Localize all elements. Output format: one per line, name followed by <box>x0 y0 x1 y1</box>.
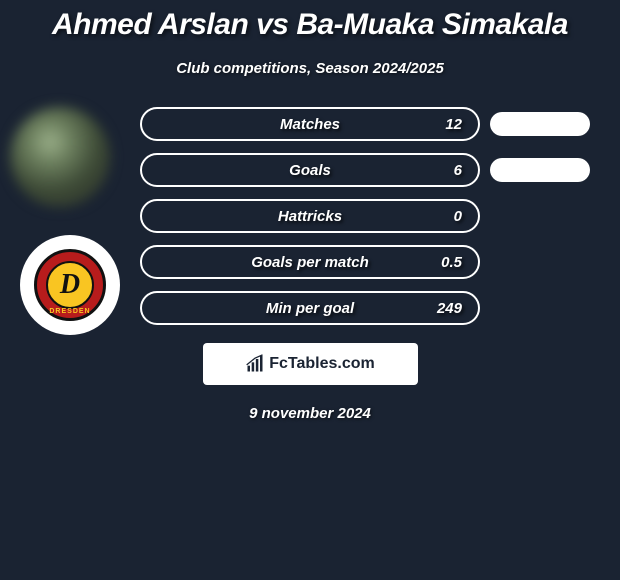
stat-pill-hattricks: Hattricks 0 <box>140 199 480 233</box>
date-text: 9 november 2024 <box>0 405 620 422</box>
player1-avatar <box>10 107 110 207</box>
page-title: Ahmed Arslan vs Ba-Muaka Simakala <box>0 0 620 42</box>
stat-pill-goals-per-match: Goals per match 0.5 <box>140 245 480 279</box>
stats-content: D DRESDEN Matches 12 Goals 6 Hattricks 0 <box>0 107 620 325</box>
right-pill <box>490 158 590 182</box>
stat-row: Hattricks 0 <box>140 199 590 233</box>
right-pill <box>490 112 590 136</box>
stat-label: Hattricks <box>278 208 342 225</box>
stat-row: Goals per match 0.5 <box>140 245 590 279</box>
chart-icon <box>245 354 265 374</box>
stat-value: 249 <box>437 300 462 317</box>
stats-rows: Matches 12 Goals 6 Hattricks 0 Goals per… <box>140 107 590 325</box>
stat-row: Matches 12 <box>140 107 590 141</box>
dresden-outer-ring: D DRESDEN <box>34 249 106 321</box>
dresden-text: DRESDEN <box>49 308 90 315</box>
stat-pill-matches: Matches 12 <box>140 107 480 141</box>
footer-brand-box: FcTables.com <box>203 343 418 385</box>
stat-label: Goals per match <box>251 254 369 271</box>
stat-pill-min-per-goal: Min per goal 249 <box>140 291 480 325</box>
stat-row: Goals 6 <box>140 153 590 187</box>
dresden-logo: D DRESDEN <box>34 249 106 321</box>
stat-label: Goals <box>289 162 331 179</box>
stat-label: Min per goal <box>266 300 354 317</box>
avatars-column: D DRESDEN <box>10 107 120 335</box>
dresden-inner-circle: D <box>46 261 94 309</box>
stat-value: 0 <box>454 208 462 225</box>
player2-club-logo: D DRESDEN <box>20 235 120 335</box>
stat-value: 12 <box>445 116 462 133</box>
stat-value: 0.5 <box>441 254 462 271</box>
footer-brand-text: FcTables.com <box>269 355 375 373</box>
stat-pill-goals: Goals 6 <box>140 153 480 187</box>
stat-value: 6 <box>454 162 462 179</box>
stat-row: Min per goal 249 <box>140 291 590 325</box>
subtitle: Club competitions, Season 2024/2025 <box>0 60 620 77</box>
stat-label: Matches <box>280 116 340 133</box>
